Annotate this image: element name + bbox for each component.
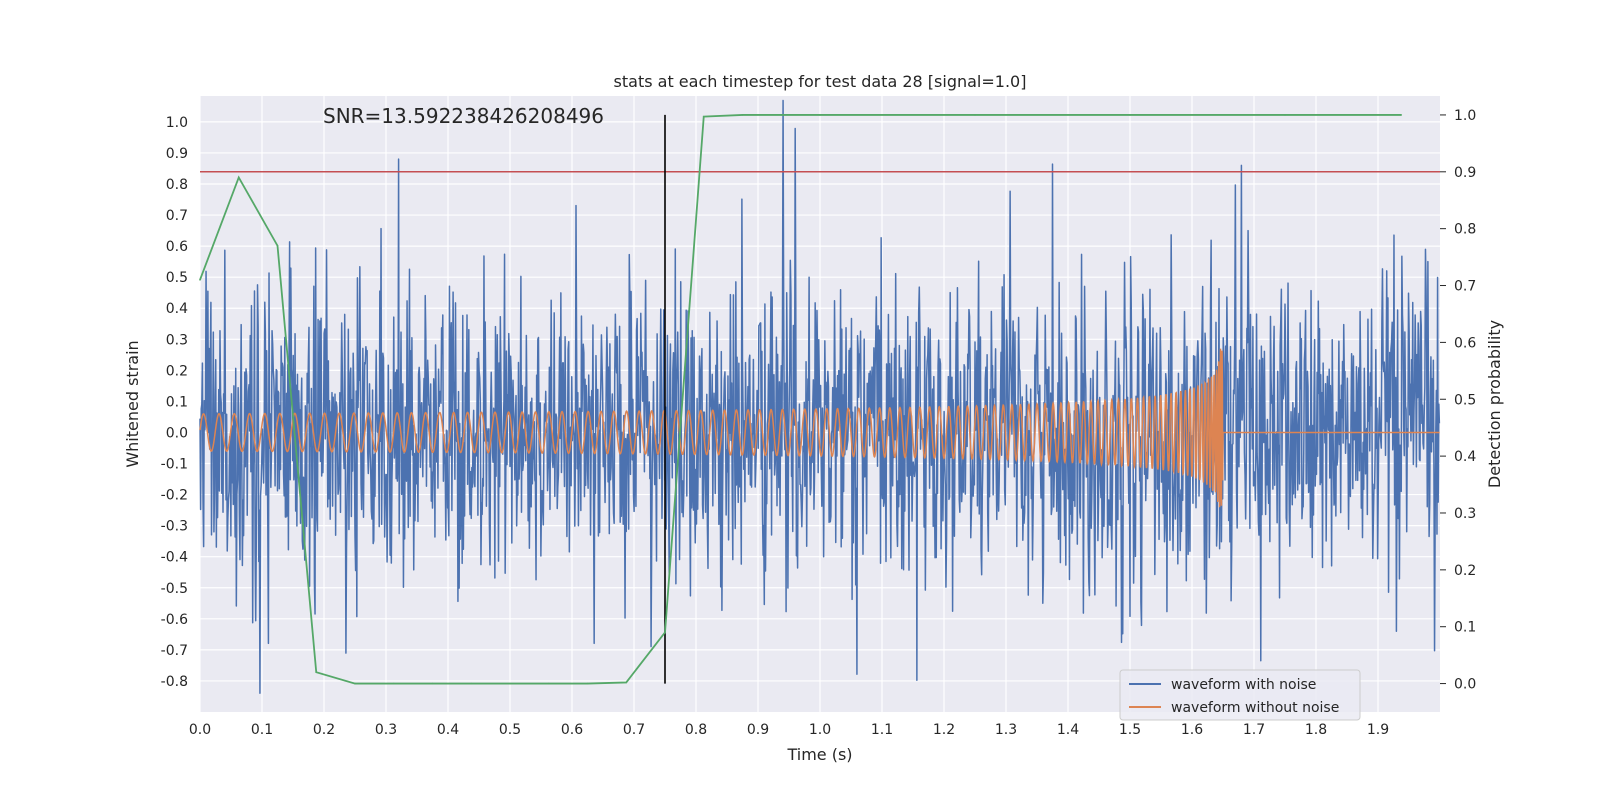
- x-tick-label: 0.0: [189, 722, 211, 738]
- x-tick-label: 1.9: [1367, 722, 1389, 738]
- x-tick-label: 0.3: [375, 722, 397, 738]
- y-tick-label: 0.4: [166, 301, 188, 317]
- detection-probability-point: [276, 244, 279, 247]
- y2-tick-label: 0.6: [1454, 335, 1476, 351]
- x-tick-label: 0.2: [313, 722, 335, 738]
- y2-tick-label: 0.8: [1454, 222, 1476, 238]
- detection-probability-point: [586, 682, 589, 685]
- x-tick-label: 0.8: [685, 722, 707, 738]
- y-axis-ticks: -0.8 -0.7 -0.6 -0.5 -0.4 -0.3 -0.2 -0.1 0.0 0.1 0.…: [161, 115, 188, 690]
- y-tick-label: 0.0: [166, 425, 188, 441]
- detection-probability-point: [315, 671, 318, 673]
- x-tick-label: 0.1: [251, 722, 273, 738]
- y2-tick-label: 0.3: [1454, 506, 1476, 522]
- detection-probability-point: [664, 631, 666, 634]
- y2-tick-label: 0.2: [1454, 563, 1476, 579]
- x-tick-label: 1.2: [933, 722, 955, 738]
- y-tick-label: 0.7: [166, 208, 188, 224]
- detection-probability-point: [1400, 114, 1403, 116]
- y-tick-label: -0.5: [161, 581, 188, 597]
- detection-probability-point: [741, 114, 744, 116]
- x-tick-label: 1.8: [1305, 722, 1327, 738]
- y-tick-label: -0.8: [161, 674, 188, 690]
- y-tick-label: 1.0: [166, 115, 188, 131]
- y-tick-label: 0.6: [166, 239, 188, 255]
- x-tick-label: 1.5: [1119, 722, 1141, 738]
- y-tick-label: -0.1: [161, 457, 188, 473]
- series-layer: [199, 99, 1441, 695]
- x-tick-label: 0.6: [561, 722, 583, 738]
- y-tick-label: 0.9: [166, 146, 188, 162]
- chart-title: stats at each timestep for test data 28 …: [614, 72, 1027, 91]
- x-tick-label: 0.4: [437, 722, 459, 738]
- detection-probability-point: [470, 682, 473, 685]
- y-tick-label: -0.4: [161, 550, 188, 566]
- detection-probability-point: [1129, 114, 1131, 116]
- snr-annotation: SNR=13.592238426208496: [323, 104, 604, 128]
- x-axis-label: Time (s): [786, 745, 852, 764]
- legend-label-noise: waveform with noise: [1171, 677, 1316, 693]
- y-tick-label: 0.3: [166, 332, 188, 348]
- detection-probability-point: [1284, 114, 1286, 116]
- detection-probability-point: [237, 176, 240, 179]
- y2-tick-label: 0.0: [1454, 677, 1476, 693]
- legend-box: [1119, 669, 1361, 721]
- y-tick-label: -0.6: [161, 612, 188, 628]
- y2-tick-label: 0.7: [1454, 279, 1476, 295]
- detection-probability-point: [431, 682, 434, 685]
- x-tick-label: 0.7: [623, 722, 645, 738]
- y-tick-label: 0.8: [166, 177, 188, 193]
- y-tick-label: -0.2: [161, 488, 188, 504]
- legend: waveform with noise waveform without noi…: [1119, 669, 1361, 721]
- y-tick-label: -0.3: [161, 519, 188, 535]
- x-tick-label: 0.5: [499, 722, 521, 738]
- y2-tick-label: 0.4: [1454, 449, 1476, 465]
- y2-axis-label: Detection probability: [1485, 320, 1504, 488]
- detection-probability-point: [392, 682, 395, 685]
- x-tick-label: 1.0: [809, 722, 831, 738]
- y-tick-label: 0.1: [166, 394, 188, 410]
- detection-probability-point: [819, 114, 821, 116]
- y2-tick-label: 0.5: [1454, 392, 1476, 408]
- x-tick-label: 1.3: [995, 722, 1017, 738]
- detection-probability-point: [974, 114, 976, 116]
- x-axis-ticks: 0.0 0.1 0.2 0.3 0.4 0.5 0.6 0.7 0.8 0.9 1.0 1.1 1.2 1…: [189, 722, 1389, 738]
- detection-probability-point: [509, 682, 511, 685]
- y2-tick-label: 0.9: [1454, 165, 1476, 181]
- y-axis-label: Whitened strain: [123, 340, 142, 467]
- y-tick-label: 0.5: [166, 270, 188, 286]
- legend-label-clean: waveform without noise: [1171, 700, 1339, 716]
- detection-probability-point: [780, 114, 783, 116]
- y-tick-label: -0.7: [161, 643, 188, 659]
- y2-axis-ticks: 0.0 0.1 0.2 0.3 0.4 0.5 0.6 0.7 0.8 0.9 1.0: [1440, 108, 1476, 693]
- y2-tick-label: 0.1: [1454, 620, 1476, 636]
- x-tick-label: 1.4: [1057, 722, 1079, 738]
- x-tick-label: 1.7: [1243, 722, 1265, 738]
- detection-probability-point: [547, 682, 550, 685]
- detection-probability-point: [625, 681, 628, 684]
- detection-probability-point: [702, 115, 705, 118]
- y2-tick-label: 1.0: [1454, 108, 1476, 124]
- detection-probability-point: [354, 682, 356, 685]
- series-waveform-with-noise: [199, 99, 1441, 695]
- x-tick-label: 0.9: [747, 722, 769, 738]
- detection-probability-point: [199, 279, 201, 281]
- series-waveform-without-noise: [199, 348, 1440, 508]
- x-tick-label: 1.1: [871, 722, 893, 738]
- x-tick-label: 1.6: [1181, 722, 1203, 738]
- y-tick-label: 0.2: [166, 363, 188, 379]
